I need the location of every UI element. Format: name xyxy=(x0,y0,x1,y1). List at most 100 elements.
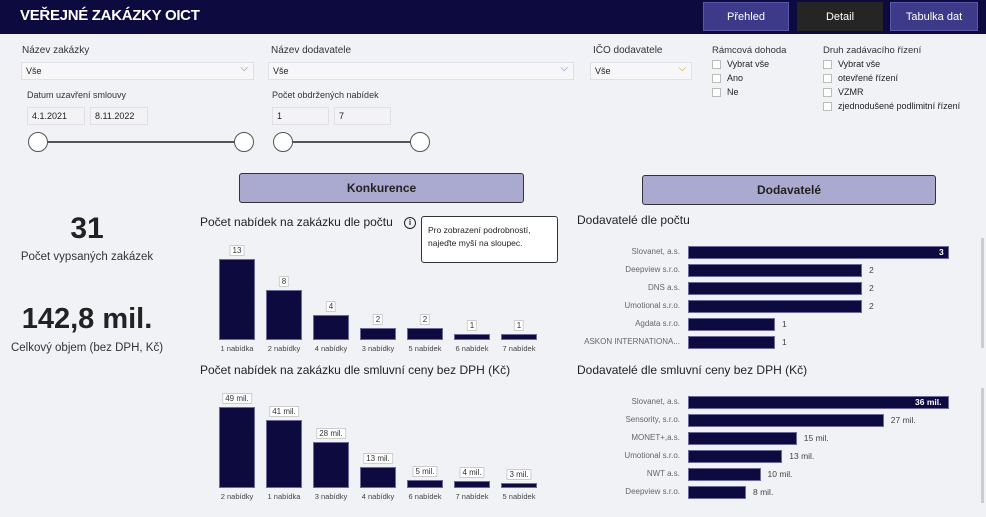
chart-bar[interactable] xyxy=(454,481,490,488)
chart-bar[interactable] xyxy=(688,432,797,445)
datum-slider-start-handle[interactable] xyxy=(28,132,48,152)
chart-bar[interactable] xyxy=(219,407,255,488)
checkbox[interactable] xyxy=(712,73,721,83)
checkbox[interactable] xyxy=(823,59,832,69)
nazev-zakazky-dropdown[interactable]: Vše ⌵ xyxy=(21,62,254,80)
option-label: Vybrat vše xyxy=(838,59,881,69)
ico-dropdown[interactable]: Vše ⌵ xyxy=(590,62,692,80)
pocet-from-input[interactable]: 1 xyxy=(272,107,329,125)
info-icon[interactable]: i xyxy=(404,217,416,229)
chart-bar[interactable] xyxy=(313,441,349,488)
checkbox[interactable] xyxy=(823,73,832,83)
druh-option[interactable]: otevřené řízení xyxy=(823,73,898,83)
checkbox[interactable] xyxy=(712,59,721,69)
chevron-down-icon: ⌵ xyxy=(240,63,248,74)
data-label: 36 mil. xyxy=(915,397,942,407)
checkbox[interactable] xyxy=(712,87,721,97)
category-label: 1 nabídka xyxy=(267,492,301,501)
category-label: 6 nabídek xyxy=(408,492,442,501)
data-label: 8 mil. xyxy=(753,487,774,497)
pocet-slider-start-handle[interactable] xyxy=(273,132,293,152)
pocet-to-input[interactable]: 7 xyxy=(334,107,391,125)
data-label: 15 mil. xyxy=(803,433,829,443)
dropdown-value: Vše xyxy=(273,66,289,76)
category-label: ASKON INTERNATIONA... xyxy=(584,337,680,346)
chart-bar[interactable] xyxy=(688,282,862,295)
category-label: 4 nabídky xyxy=(314,344,348,353)
category-label: Umotional s.r.o. xyxy=(624,301,680,310)
chart-bar[interactable] xyxy=(688,414,884,427)
datum-from-input[interactable]: 4.1.2021 xyxy=(27,107,85,125)
chart-bar[interactable] xyxy=(407,479,443,488)
nav-detail-button[interactable]: Detail xyxy=(797,2,883,31)
chart-bar[interactable] xyxy=(688,336,775,349)
ramcova-option[interactable]: Ano xyxy=(712,73,743,83)
druh-option[interactable]: zjednodušené podlimitní řízení xyxy=(823,101,960,111)
chart-bar[interactable] xyxy=(688,450,783,463)
checkbox[interactable] xyxy=(823,101,832,111)
data-label: 1 xyxy=(513,319,525,331)
druh-option[interactable]: Vybrat vše xyxy=(823,59,880,69)
chart-bar[interactable] xyxy=(219,259,255,340)
chart-bar[interactable] xyxy=(688,300,862,313)
chart-bar[interactable] xyxy=(313,315,349,340)
chart-bar[interactable] xyxy=(360,327,396,340)
option-label: Vybrat vše xyxy=(727,59,770,69)
pocet-slider-track[interactable] xyxy=(283,141,420,143)
category-label: 3 nabídky xyxy=(314,492,348,501)
option-label: otevřené řízení xyxy=(838,73,899,83)
chart-bar[interactable] xyxy=(688,246,949,259)
datum-to-input[interactable]: 8.11.2022 xyxy=(90,107,148,125)
datum-slider-end-handle[interactable] xyxy=(234,132,254,152)
dodavatele-section-button[interactable]: Dodavatelé xyxy=(642,175,936,205)
ramcova-label: Rámcová dohoda xyxy=(712,45,787,56)
chart-bar[interactable] xyxy=(688,396,949,409)
pocet-label: Počet obdržených nabídek xyxy=(272,90,379,100)
pocet-slider-end-handle[interactable] xyxy=(410,132,430,152)
nav-prehled-button[interactable]: Přehled xyxy=(703,2,789,31)
category-label: 7 nabídek xyxy=(455,492,489,501)
chart-bar[interactable] xyxy=(501,483,537,488)
data-label: 13 xyxy=(229,245,245,256)
option-label: Ne xyxy=(727,87,739,97)
druh-option[interactable]: VZMR xyxy=(823,87,864,97)
chart-bar[interactable] xyxy=(407,327,443,340)
category-label: 7 nabídek xyxy=(502,344,536,353)
chart-bar[interactable] xyxy=(454,333,490,340)
nav-tabulka-button[interactable]: Tabulka dat xyxy=(890,2,978,31)
scrollbar[interactable] xyxy=(981,388,984,503)
chart-title: Dodavatelé dle počtu xyxy=(577,213,690,227)
chart-bar[interactable] xyxy=(266,420,302,488)
data-label: 1 xyxy=(782,319,787,329)
chart-bar[interactable] xyxy=(688,318,775,331)
kpi-count-label: Počet vypsaných zakázek xyxy=(20,251,154,263)
data-label: 2 xyxy=(419,313,431,325)
data-label: 2 xyxy=(372,313,384,325)
category-label: 5 nabídek xyxy=(502,492,536,501)
category-label: 2 nabídky xyxy=(267,344,301,353)
chart-bar[interactable] xyxy=(688,486,746,499)
chevron-down-icon: ⌵ xyxy=(560,63,568,74)
chart-bar[interactable] xyxy=(360,466,396,488)
chart-title: Počet nabídek na zakázku dle smluvní cen… xyxy=(200,363,511,377)
chart-title: Počet nabídek na zakázku dle počtu xyxy=(200,215,393,229)
data-label: 1 xyxy=(782,337,787,347)
ramcova-option[interactable]: Vybrat vše xyxy=(712,59,769,69)
nazev-zakazky-label: Název zakázky xyxy=(22,45,90,56)
ramcova-option[interactable]: Ne xyxy=(712,87,739,97)
nazev-dodavatele-dropdown[interactable]: Vše ⌵ xyxy=(268,62,574,80)
chart-bar[interactable] xyxy=(501,333,537,340)
checkbox[interactable] xyxy=(823,87,832,97)
chart-bar[interactable] xyxy=(688,468,761,481)
data-label: 2 xyxy=(869,301,874,311)
nazev-dodavatele-label: Název dodavatele xyxy=(271,45,352,56)
category-label: 3 nabídky xyxy=(361,344,395,353)
chart-bar[interactable] xyxy=(266,290,302,340)
data-label: 28 mil. xyxy=(316,427,346,439)
category-label: NWT a.s. xyxy=(646,469,680,478)
page-title: VEŘEJNÉ ZAKÁZKY OICT xyxy=(20,7,200,24)
chart-bar[interactable] xyxy=(688,264,862,277)
konkurence-section-button[interactable]: Konkurence xyxy=(239,173,524,203)
datum-slider-track[interactable] xyxy=(38,141,244,143)
scrollbar[interactable] xyxy=(981,238,984,348)
